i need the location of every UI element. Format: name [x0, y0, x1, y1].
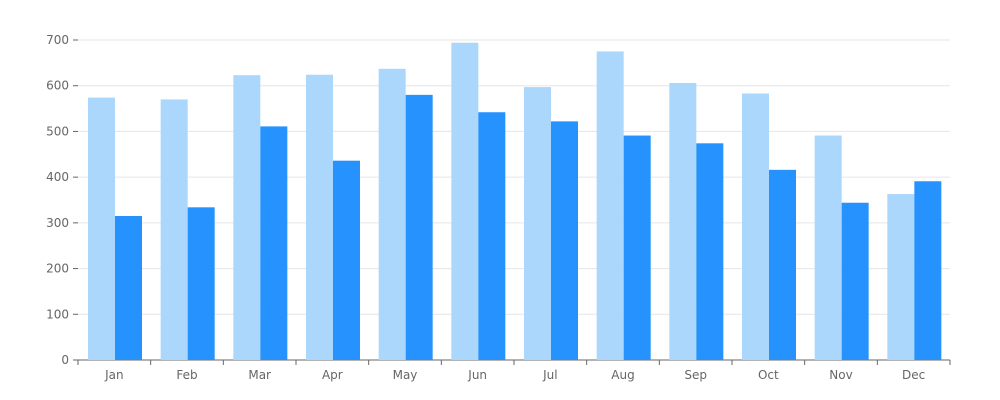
- bar-series-1-jun: [451, 42, 479, 360]
- x-tick-label: Dec: [902, 368, 925, 382]
- x-tick-label: Sep: [684, 368, 707, 382]
- bar-series-2-dec: [914, 181, 942, 360]
- bar-series-1-apr: [306, 74, 333, 360]
- y-tick-label: 700: [46, 33, 69, 47]
- bar-series-1-may: [378, 68, 406, 361]
- x-tick-label: Oct: [758, 368, 779, 382]
- bar-series-1-mar: [233, 75, 261, 360]
- x-tick-label: Aug: [611, 368, 634, 382]
- y-tick-label: 100: [46, 307, 69, 321]
- x-tick-label: Jul: [542, 368, 557, 382]
- bar-series-2-jun: [478, 112, 506, 360]
- bar-series-2-jan: [115, 216, 142, 360]
- x-tick-label: Mar: [248, 368, 271, 382]
- bar-series-1-sep: [669, 82, 697, 360]
- bar-series-2-apr: [333, 160, 360, 360]
- y-tick-label: 200: [46, 262, 69, 276]
- x-tick-label: Jan: [104, 368, 124, 382]
- bar-series-1-dec: [887, 194, 915, 360]
- bar-series-1-oct: [742, 93, 769, 360]
- y-tick-label: 0: [61, 353, 69, 367]
- x-tick-label: Apr: [322, 368, 343, 382]
- bar-series-2-jul: [551, 121, 578, 360]
- bar-series-2-nov: [841, 202, 869, 360]
- bar-series-2-mar: [260, 126, 288, 361]
- bar-series-2-aug: [623, 135, 651, 360]
- bar-series-2-feb: [187, 207, 215, 360]
- bar-series-1-jan: [88, 97, 115, 360]
- bar-series-2-oct: [769, 169, 796, 360]
- y-tick-label: 300: [46, 216, 69, 230]
- y-tick-label: 400: [46, 170, 69, 184]
- bar-series-1-aug: [596, 51, 624, 361]
- bar-series-2-may: [405, 94, 433, 360]
- bar-series-1-jul: [524, 87, 551, 360]
- y-tick-label: 500: [46, 124, 69, 138]
- x-tick-label: Nov: [829, 368, 852, 382]
- bar-series-1-feb: [160, 99, 188, 360]
- x-tick-label: Feb: [176, 368, 197, 382]
- x-tick-label: Jun: [467, 368, 487, 382]
- x-tick-label: May: [393, 368, 418, 382]
- bar-series-2-sep: [696, 143, 724, 360]
- bar-series-1-nov: [814, 135, 842, 360]
- y-tick-label: 600: [46, 79, 69, 93]
